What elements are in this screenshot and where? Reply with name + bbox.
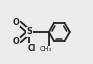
Text: Cl: Cl xyxy=(27,44,35,53)
Text: O: O xyxy=(12,37,19,46)
Text: O: O xyxy=(12,18,19,27)
Text: CH₃: CH₃ xyxy=(40,46,52,52)
Text: S: S xyxy=(26,28,32,36)
